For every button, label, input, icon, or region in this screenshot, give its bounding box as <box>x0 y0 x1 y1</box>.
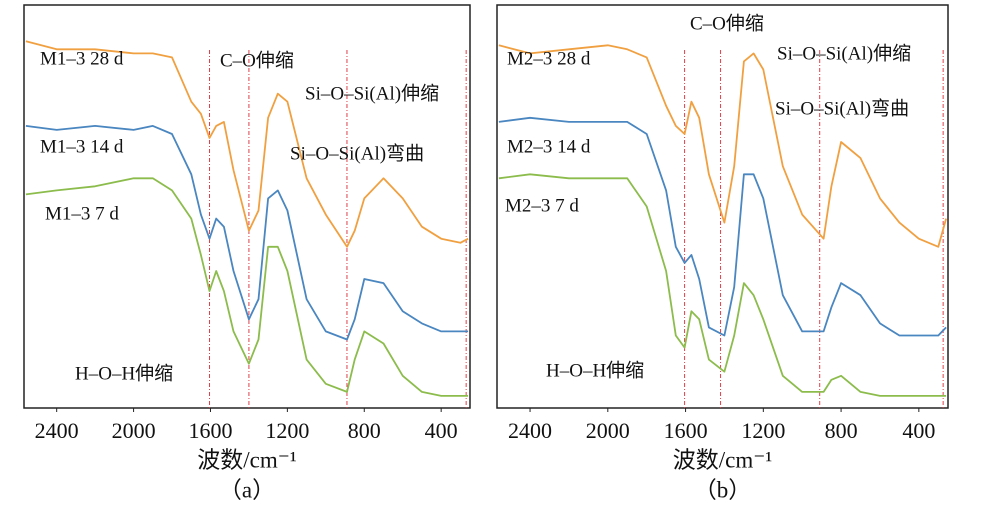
x-tick-label: 1600 <box>188 418 232 443</box>
annotation: H–O–H伸缩 <box>546 359 644 381</box>
panel-label: （a） <box>219 477 275 502</box>
annotation: C–O伸缩 <box>690 12 764 34</box>
annotation: Si–O–Si(Al)弯曲 <box>775 97 909 119</box>
x-axis-title: 波数/cm⁻¹ <box>673 447 773 472</box>
series-label: M2–3 14 d <box>507 136 591 157</box>
annotation: Si–O–Si(Al)伸缩 <box>305 82 439 104</box>
spectrum-line <box>25 177 469 397</box>
series-label: M1–3 7 d <box>45 203 119 224</box>
x-tick-label: 400 <box>902 418 935 443</box>
annotation: C–O伸缩 <box>220 49 294 71</box>
x-tick-label: 400 <box>425 418 458 443</box>
x-tick-label: 1200 <box>265 418 309 443</box>
annotation: Si–O–Si(Al)伸缩 <box>777 42 911 64</box>
annotation: Si–O–Si(Al)弯曲 <box>290 142 424 164</box>
x-tick-label: 2400 <box>35 418 79 443</box>
x-tick-label: 2000 <box>586 418 630 443</box>
x-tick-label: 1600 <box>664 418 708 443</box>
x-tick-label: 800 <box>348 418 381 443</box>
series-label: M1–3 14 d <box>40 136 124 157</box>
panel-label: （b） <box>694 477 752 502</box>
spectrum-line <box>498 173 947 397</box>
x-tick-label: 2000 <box>112 418 156 443</box>
plot-frame <box>496 4 949 409</box>
spectrum-line <box>498 116 947 337</box>
x-tick-label: 2400 <box>508 418 552 443</box>
x-tick-label: 800 <box>825 418 858 443</box>
spectrum-line <box>498 44 947 248</box>
plot-frame <box>23 4 471 409</box>
spectrum-line <box>25 125 469 341</box>
spectrum-line <box>25 40 469 248</box>
annotation: H–O–H伸缩 <box>75 362 173 384</box>
series-label: M1–3 28 d <box>40 48 124 69</box>
series-label: M2–3 28 d <box>507 48 591 69</box>
x-axis-title: 波数/cm⁻¹ <box>197 447 297 472</box>
x-tick-label: 1200 <box>741 418 785 443</box>
series-label: M2–3 7 d <box>505 195 579 216</box>
